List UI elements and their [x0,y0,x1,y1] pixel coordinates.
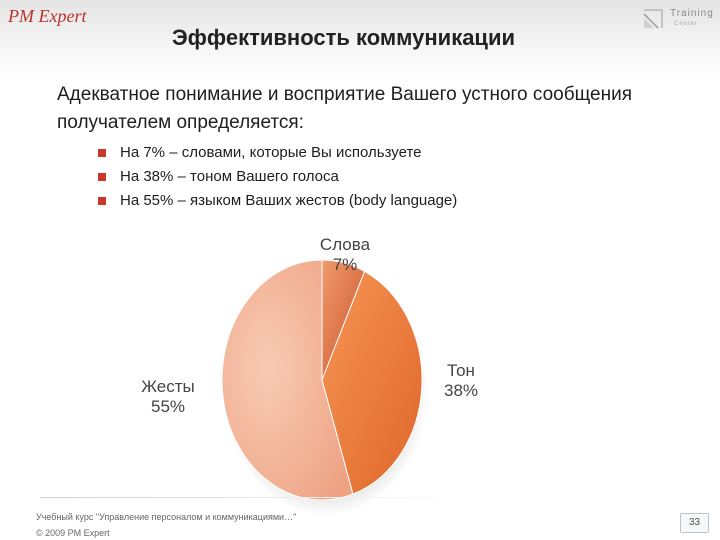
training-center-icon [643,9,663,29]
intro-line-2: получателем определяется: [57,112,304,133]
bullet-square-icon [98,173,106,181]
pie-label: Жесты [141,377,194,396]
pie-value-label: 7% [333,255,358,274]
bullet-list: На 7% – словами, которые Вы используете … [96,141,457,213]
footer-copyright: © 2009 PM Expert [36,528,110,538]
header-band [0,0,720,78]
pie-label: Тон [447,361,475,380]
bullet-text: На 55% – языком Ваших жестов (body langu… [120,192,458,209]
bullet-item: На 7% – словами, которые Вы используете [96,141,457,165]
brand-logo: PM Expert [8,6,87,26]
bullet-text: На 7% – словами, которые Вы используете [120,144,422,161]
pie-slice [321,270,423,495]
page-number: 33 [680,513,709,533]
logo-line1: Training [670,8,714,19]
pie-label: Слова [320,235,371,254]
pie-slices [221,259,423,501]
pie-value-label: 38% [444,381,478,400]
pie-value-label: 55% [151,397,185,416]
training-center-logo: Training Center [642,6,716,32]
bullet-text: На 38% – тоном Вашего голоса [120,168,339,185]
slide-title: Эффективность коммуникации [172,25,516,50]
intro-line-1: Адекватное понимание и восприятие Вашего… [57,84,633,105]
bullet-item: На 55% – языком Ваших жестов (body langu… [96,189,457,213]
intro-text: Адекватное понимание и восприятие Вашего… [57,81,697,137]
footer-course: Учебный курс "Управление персоналом и ко… [36,512,297,522]
footer-divider [40,497,480,498]
logo-line2: Center [674,21,699,27]
bullet-square-icon [98,197,106,205]
bullet-item: На 38% – тоном Вашего голоса [96,165,457,189]
bullet-square-icon [98,149,106,157]
pie-slice [221,259,354,501]
